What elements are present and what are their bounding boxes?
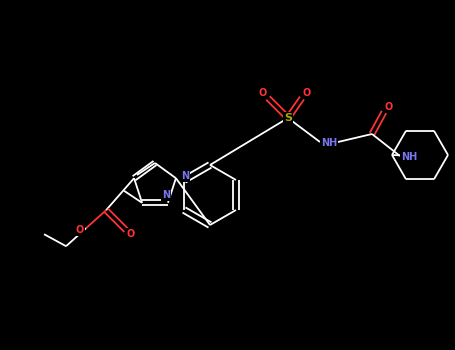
Text: NH: NH bbox=[401, 152, 417, 162]
Text: NH: NH bbox=[321, 138, 337, 148]
Text: O: O bbox=[303, 88, 311, 98]
Text: O: O bbox=[385, 102, 393, 112]
Text: S: S bbox=[284, 113, 292, 123]
Text: N: N bbox=[181, 171, 189, 181]
Text: O: O bbox=[76, 225, 84, 235]
Text: N: N bbox=[162, 190, 170, 200]
Text: O: O bbox=[127, 229, 135, 239]
Text: O: O bbox=[259, 88, 267, 98]
